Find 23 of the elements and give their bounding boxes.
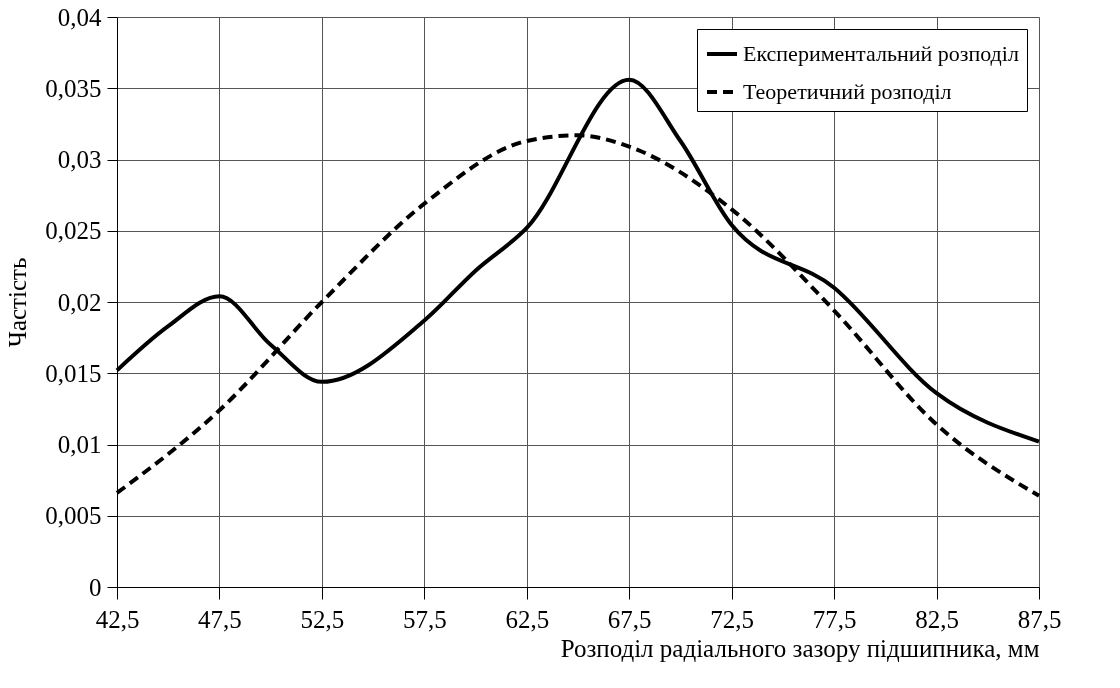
- x-tick-label: 67,5: [607, 605, 652, 633]
- x-tick-label: 47,5: [198, 605, 242, 633]
- x-tick-label: 52,5: [300, 605, 345, 633]
- x-tick-label: 77,5: [812, 605, 857, 633]
- y-axis-title: Частість: [4, 257, 32, 348]
- y-tick-label: 0,01: [57, 431, 102, 458]
- x-axis-title: Розподіл радіального зазору підшипника, мм: [560, 634, 1040, 662]
- x-tick-label: 82,5: [915, 605, 959, 633]
- y-tick-label: 0,015: [45, 359, 102, 387]
- x-tick-label: 57,5: [402, 605, 447, 633]
- legend-label: Експериментальний розподіл: [743, 41, 1019, 66]
- legend-label: Теоретичний розподіл: [743, 79, 952, 104]
- x-tick-label: 42,5: [95, 605, 140, 633]
- y-tick-label: 0,035: [45, 74, 102, 102]
- y-tick-label: 0,02: [57, 288, 102, 316]
- y-tick-label: 0,005: [45, 502, 102, 530]
- y-tick-label: 0,025: [45, 217, 102, 245]
- y-tick-label: 0: [89, 573, 102, 601]
- x-tick-label: 87,5: [1017, 605, 1062, 633]
- y-tick-label: 0,04: [57, 3, 102, 31]
- x-tick-label: 62,5: [505, 605, 550, 633]
- y-tick-label: 0,03: [57, 146, 102, 173]
- x-tick-label: 72,5: [710, 605, 755, 633]
